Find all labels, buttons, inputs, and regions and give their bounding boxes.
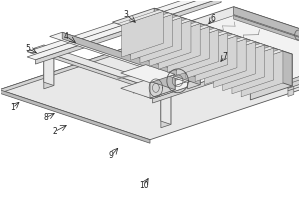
Polygon shape — [188, 78, 200, 89]
Polygon shape — [146, 65, 175, 90]
Polygon shape — [150, 94, 153, 99]
Text: 8: 8 — [43, 113, 48, 122]
Polygon shape — [164, 89, 168, 94]
Polygon shape — [121, 65, 175, 83]
Polygon shape — [234, 21, 239, 34]
Polygon shape — [168, 27, 209, 72]
Polygon shape — [35, 0, 221, 59]
Polygon shape — [219, 44, 265, 59]
Polygon shape — [127, 13, 172, 28]
Polygon shape — [149, 20, 191, 66]
Text: 4: 4 — [64, 32, 69, 41]
Polygon shape — [223, 45, 265, 91]
Text: 3: 3 — [124, 10, 128, 19]
Polygon shape — [50, 32, 200, 82]
Polygon shape — [154, 8, 292, 86]
Polygon shape — [288, 57, 300, 84]
Polygon shape — [145, 19, 191, 34]
Polygon shape — [288, 53, 300, 88]
Polygon shape — [35, 0, 221, 64]
Polygon shape — [121, 80, 175, 98]
Text: 1: 1 — [10, 103, 15, 112]
Polygon shape — [0, 12, 300, 140]
Polygon shape — [150, 7, 300, 80]
Polygon shape — [0, 12, 234, 93]
Text: 6: 6 — [210, 14, 215, 23]
Polygon shape — [27, 0, 221, 60]
Polygon shape — [154, 22, 200, 37]
Polygon shape — [144, 34, 300, 99]
Polygon shape — [214, 42, 255, 88]
Polygon shape — [44, 52, 151, 91]
Polygon shape — [44, 48, 54, 89]
Polygon shape — [167, 43, 172, 56]
Polygon shape — [164, 25, 209, 40]
Polygon shape — [232, 48, 274, 94]
Polygon shape — [288, 84, 294, 96]
Text: 5: 5 — [25, 44, 30, 53]
Polygon shape — [191, 34, 237, 50]
Polygon shape — [152, 37, 300, 103]
Text: 9: 9 — [109, 151, 114, 160]
Polygon shape — [200, 37, 246, 53]
Polygon shape — [151, 84, 171, 91]
Text: 7: 7 — [222, 52, 227, 61]
Polygon shape — [195, 36, 237, 82]
Polygon shape — [152, 32, 300, 98]
Polygon shape — [234, 7, 300, 60]
Polygon shape — [186, 33, 228, 79]
Text: 2: 2 — [52, 127, 57, 136]
Polygon shape — [44, 45, 54, 86]
Polygon shape — [150, 74, 175, 98]
Polygon shape — [158, 24, 200, 69]
Polygon shape — [27, 0, 221, 54]
Polygon shape — [122, 11, 164, 57]
Polygon shape — [44, 48, 161, 87]
Polygon shape — [241, 51, 283, 97]
Polygon shape — [140, 17, 182, 63]
Polygon shape — [112, 8, 292, 68]
Polygon shape — [133, 89, 136, 93]
Polygon shape — [148, 84, 151, 88]
Polygon shape — [237, 50, 283, 65]
Polygon shape — [34, 45, 54, 52]
Polygon shape — [62, 32, 200, 85]
Polygon shape — [164, 16, 300, 80]
Polygon shape — [182, 31, 228, 47]
Polygon shape — [161, 87, 171, 128]
Polygon shape — [209, 40, 255, 56]
Polygon shape — [161, 84, 171, 124]
Polygon shape — [234, 16, 300, 60]
Polygon shape — [177, 30, 219, 75]
Text: 10: 10 — [139, 181, 149, 190]
Polygon shape — [117, 10, 164, 25]
Polygon shape — [250, 54, 292, 100]
Polygon shape — [136, 16, 182, 31]
Polygon shape — [144, 29, 300, 93]
Polygon shape — [131, 14, 172, 60]
Polygon shape — [228, 47, 274, 62]
Polygon shape — [172, 28, 219, 44]
Polygon shape — [0, 90, 150, 143]
Polygon shape — [204, 39, 246, 85]
